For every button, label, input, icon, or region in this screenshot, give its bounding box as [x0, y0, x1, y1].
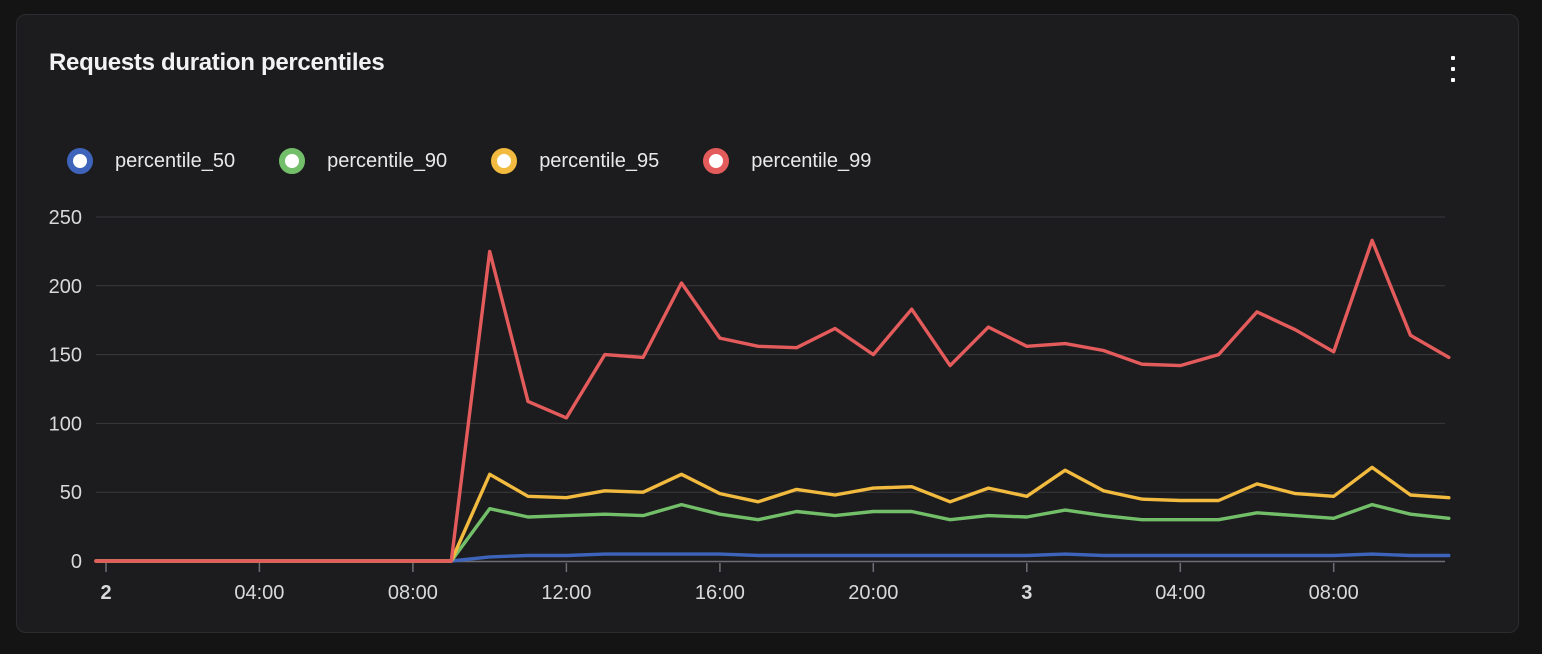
y-tick-label: 150: [49, 345, 82, 367]
x-tick-label: 08:00: [388, 582, 438, 604]
legend-marker-icon: [67, 148, 93, 174]
kebab-vertical-icon: [1451, 56, 1455, 82]
panel-menu-button[interactable]: [1437, 48, 1469, 90]
y-tick-label: 200: [49, 276, 82, 298]
timeseries-chart[interactable]: 0 50 100 150 200 250 2 04:00 08:00 12:00 16:00 20:0…: [17, 15, 1520, 634]
legend-item-percentile_99[interactable]: percentile_99: [703, 148, 871, 174]
chart-legend: percentile_50 percentile_90 percentile_95 p…: [67, 148, 871, 174]
legend-label: percentile_50: [115, 149, 236, 172]
x-tick-label: 08:00: [1309, 582, 1359, 604]
legend-marker-icon: [279, 148, 306, 174]
x-tick-label: 12:00: [541, 582, 591, 604]
legend-item-percentile_90[interactable]: percentile_90: [279, 148, 447, 174]
legend-item-percentile_50[interactable]: percentile_50: [67, 148, 235, 174]
y-tick-label: 250: [49, 207, 82, 229]
legend-label: percentile_90: [327, 149, 448, 172]
y-tick-label: 50: [60, 482, 82, 504]
x-tick-label: 3: [1021, 582, 1032, 604]
legend-item-percentile_95[interactable]: percentile_95: [491, 148, 659, 174]
legend-marker-icon: [491, 148, 518, 174]
x-tick-label: 04:00: [1155, 582, 1205, 604]
x-tick-label: 2: [100, 582, 111, 604]
panel-requests-duration-percentiles: Requests duration percentiles percentile…: [16, 14, 1519, 633]
series-line-percentile_99[interactable]: [94, 238, 1451, 563]
y-tick-label: 100: [49, 413, 82, 435]
legend-label: percentile_99: [751, 149, 872, 172]
x-tick-label: 20:00: [848, 582, 898, 604]
legend-label: percentile_95: [539, 149, 660, 172]
legend-marker-icon: [703, 148, 730, 174]
y-tick-label: 0: [71, 551, 82, 573]
panel-title: Requests duration percentiles: [49, 49, 385, 76]
x-tick-label: 16:00: [695, 582, 745, 604]
series-line-percentile_90[interactable]: [94, 502, 1451, 563]
x-tick-label: 04:00: [234, 582, 284, 604]
